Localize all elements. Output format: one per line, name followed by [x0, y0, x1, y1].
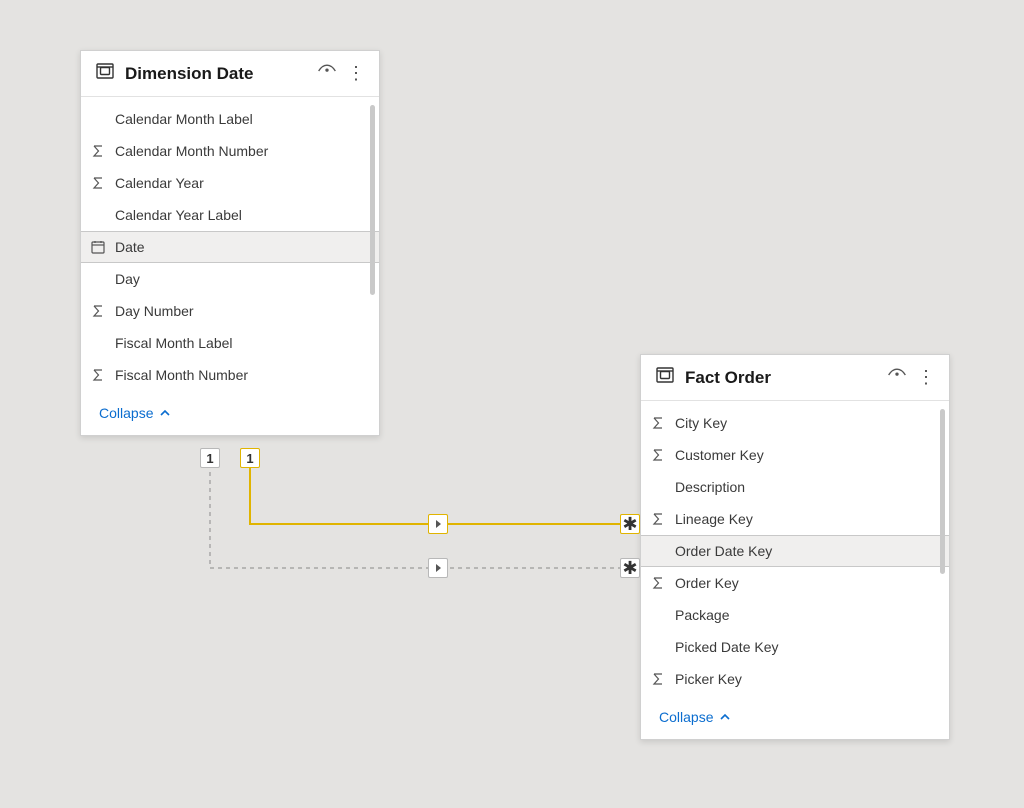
- cardinality-one-badge: 1: [200, 448, 220, 468]
- field-row[interactable]: Customer Key: [641, 439, 949, 471]
- card-footer: Collapse: [81, 397, 379, 435]
- more-options-icon[interactable]: ⋮: [345, 63, 367, 84]
- field-row[interactable]: Package: [641, 599, 949, 631]
- cardinality-one-badge: 1: [240, 448, 260, 468]
- sigma-icon: [81, 367, 115, 383]
- field-row[interactable]: Calendar Month Label: [81, 103, 379, 135]
- scrollbar[interactable]: [940, 409, 945, 574]
- field-row[interactable]: Calendar Year Label: [81, 199, 379, 231]
- sigma-icon: [641, 671, 675, 687]
- card-header: Dimension Date ⋮: [81, 51, 379, 97]
- field-label: City Key: [675, 415, 727, 431]
- sigma-icon: [641, 511, 675, 527]
- sigma-icon: [641, 575, 675, 591]
- filter-direction-badge: [428, 514, 448, 534]
- calendar-icon: [81, 239, 115, 255]
- field-label: Order Key: [675, 575, 739, 591]
- field-row[interactable]: Order Key: [641, 567, 949, 599]
- field-label: Calendar Year: [115, 175, 204, 191]
- field-label: Calendar Year Label: [115, 207, 242, 223]
- sigma-icon: [81, 175, 115, 191]
- field-row[interactable]: Picker Key: [641, 663, 949, 695]
- chevron-up-icon: [159, 407, 171, 419]
- cardinality-many-badge: ✱: [620, 558, 640, 578]
- visibility-icon[interactable]: [887, 365, 907, 390]
- card-footer: Collapse: [641, 701, 949, 739]
- scrollbar[interactable]: [370, 105, 375, 295]
- field-label: Customer Key: [675, 447, 764, 463]
- field-label: Calendar Month Label: [115, 111, 253, 127]
- field-label: Day Number: [115, 303, 194, 319]
- field-label: Fiscal Month Number: [115, 367, 248, 383]
- field-row[interactable]: Calendar Month Number: [81, 135, 379, 167]
- field-row[interactable]: Calendar Year: [81, 167, 379, 199]
- field-row[interactable]: Lineage Key: [641, 503, 949, 535]
- field-row[interactable]: Description: [641, 471, 949, 503]
- model-canvas[interactable]: Dimension Date ⋮ Calendar Month LabelCal…: [0, 0, 1024, 808]
- field-label: Lineage Key: [675, 511, 753, 527]
- collapse-button[interactable]: Collapse: [659, 709, 731, 725]
- field-label: Date: [115, 239, 145, 255]
- sigma-icon: [81, 303, 115, 319]
- field-row[interactable]: Day: [81, 263, 379, 295]
- field-row[interactable]: Order Date Key: [641, 535, 949, 567]
- card-header: Fact Order ⋮: [641, 355, 949, 401]
- field-label: Picked Date Key: [675, 639, 779, 655]
- table-card-dimension-date[interactable]: Dimension Date ⋮ Calendar Month LabelCal…: [80, 50, 380, 436]
- visibility-icon[interactable]: [317, 61, 337, 86]
- cardinality-many-badge: ✱: [620, 514, 640, 534]
- field-label: Day: [115, 271, 140, 287]
- table-icon: [95, 61, 115, 86]
- field-row[interactable]: Fiscal Month Number: [81, 359, 379, 391]
- table-title: Dimension Date: [125, 64, 317, 84]
- more-options-icon[interactable]: ⋮: [915, 367, 937, 388]
- sigma-icon: [81, 143, 115, 159]
- field-row[interactable]: Date: [81, 231, 379, 263]
- sigma-icon: [641, 415, 675, 431]
- field-label: Order Date Key: [675, 543, 772, 559]
- chevron-up-icon: [719, 711, 731, 723]
- field-label: Picker Key: [675, 671, 742, 687]
- collapse-label: Collapse: [99, 405, 153, 421]
- filter-direction-badge: [428, 558, 448, 578]
- table-icon: [655, 365, 675, 390]
- sigma-icon: [641, 447, 675, 463]
- collapse-label: Collapse: [659, 709, 713, 725]
- field-label: Calendar Month Number: [115, 143, 268, 159]
- field-label: Fiscal Month Label: [115, 335, 233, 351]
- table-card-fact-order[interactable]: Fact Order ⋮ City Key Customer Key Descrip…: [640, 354, 950, 740]
- field-row[interactable]: Picked Date Key: [641, 631, 949, 663]
- field-label: Package: [675, 607, 729, 623]
- field-list: City Key Customer Key Description Lineage K…: [641, 401, 949, 701]
- field-row[interactable]: Day Number: [81, 295, 379, 327]
- field-row[interactable]: City Key: [641, 407, 949, 439]
- table-title: Fact Order: [685, 368, 887, 388]
- field-label: Description: [675, 479, 745, 495]
- field-row[interactable]: Fiscal Month Label: [81, 327, 379, 359]
- field-list: Calendar Month Label Calendar Month Numbe…: [81, 97, 379, 397]
- collapse-button[interactable]: Collapse: [99, 405, 171, 421]
